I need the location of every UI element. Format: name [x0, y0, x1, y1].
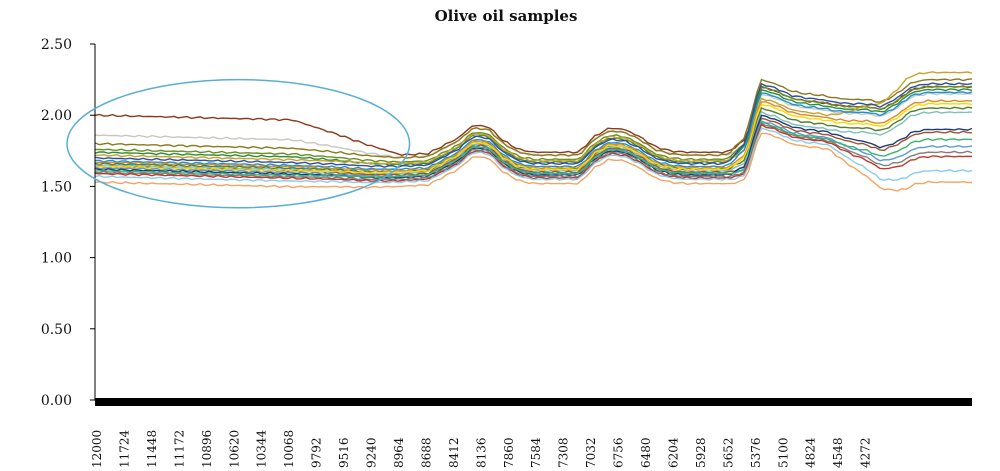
x-tick-label: 7308: [557, 437, 571, 468]
x-tick-label: 10896: [200, 430, 214, 468]
x-tick-label: 6480: [639, 437, 653, 468]
x-tick-label: 4548: [831, 437, 845, 468]
series-line: [94, 122, 973, 181]
series-line: [94, 106, 973, 174]
x-axis-band: [95, 398, 972, 406]
annotation-ellipse: [66, 78, 411, 209]
series-line: [94, 71, 973, 165]
chart-title: Olive oil samples: [435, 7, 578, 25]
x-tick-label: 8136: [474, 437, 488, 468]
x-tick-label: 7032: [584, 437, 598, 468]
series-line: [94, 114, 973, 179]
x-tick-label: 9516: [337, 437, 351, 468]
x-tick-label: 5100: [776, 437, 790, 468]
x-tick-label: 7860: [502, 437, 516, 468]
x-tick-label: 10068: [282, 430, 296, 468]
series-line: [94, 122, 973, 179]
x-tick-label: 8412: [447, 437, 461, 468]
y-tick-label: 1.50: [41, 179, 72, 195]
series-line: [94, 88, 973, 167]
x-tick-label: 9792: [310, 437, 324, 468]
x-tick-label: 8964: [392, 437, 406, 468]
series-line: [94, 85, 973, 164]
series-line: [94, 92, 973, 159]
y-tick-label: 0.50: [41, 322, 72, 338]
y-tick-label: 0.00: [41, 393, 72, 409]
y-axis: 0.00 0.50 1.00 1.50 2.00 2.50: [41, 37, 96, 409]
series-line: [94, 78, 973, 159]
series-line: [94, 99, 973, 173]
series-line: [94, 82, 973, 169]
x-tick-label: 11172: [172, 430, 186, 468]
series-line: [94, 91, 973, 171]
x-tick-label: 12000: [90, 430, 104, 468]
x-axis: 12000 11724 11448 11172 10896 10620 10344 10068…: [90, 398, 972, 468]
x-tick-label: 4272: [859, 437, 873, 468]
x-tick-label: 5928: [694, 437, 708, 468]
series-line: [94, 127, 973, 184]
series-line: [94, 123, 973, 183]
series-line: [94, 102, 973, 174]
series-line: [94, 85, 973, 157]
y-tick-label: 2.50: [41, 37, 72, 53]
annotation-layer: [66, 78, 411, 209]
y-tick-label: 1.00: [41, 251, 72, 267]
x-tick-label: 11448: [145, 430, 159, 468]
x-tick-label: 7584: [529, 437, 543, 468]
x-tick-label: 4824: [804, 437, 818, 468]
x-tick-label: 9240: [365, 437, 379, 468]
x-tick-label: 6756: [612, 437, 626, 468]
x-tick-label: 6204: [666, 437, 680, 468]
x-tick-label: 8688: [419, 437, 433, 468]
series-line: [94, 132, 973, 192]
x-tick-label: 11724: [117, 429, 131, 468]
x-tick-label: 5652: [721, 437, 735, 468]
y-tick-label: 2.00: [41, 108, 72, 124]
x-tick-label: 10344: [255, 429, 269, 468]
x-tick-label: 5376: [749, 437, 763, 468]
series-layer: [94, 71, 973, 192]
x-tick-label: 10620: [227, 430, 241, 468]
